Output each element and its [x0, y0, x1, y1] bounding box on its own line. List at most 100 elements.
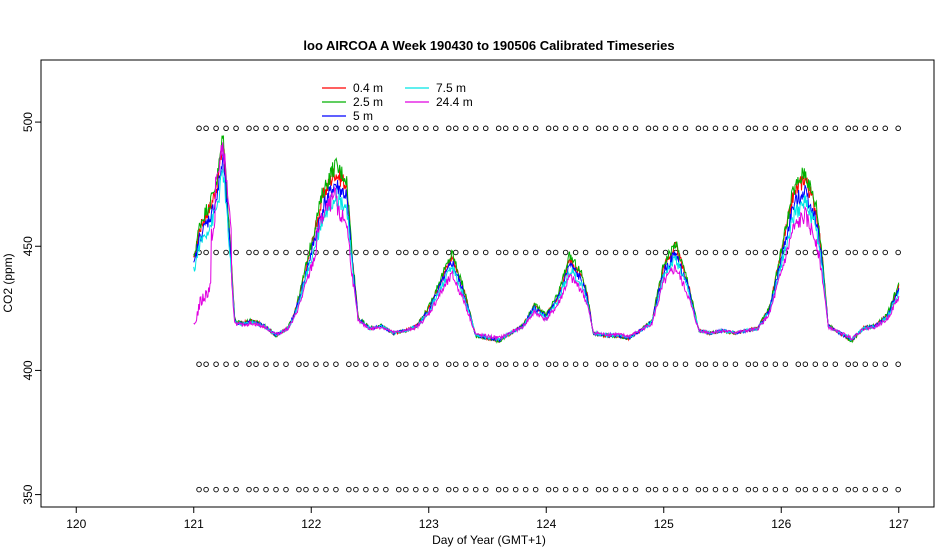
marker-point [403, 249, 409, 256]
marker-point [752, 125, 759, 132]
plot-box [40, 59, 935, 508]
marker-point [346, 486, 352, 493]
marker-point [423, 249, 429, 256]
series-line-4 [193, 168, 900, 342]
marker-point [383, 249, 389, 256]
series-layer [193, 135, 900, 344]
marker-point [895, 249, 901, 256]
marker-point [882, 125, 888, 132]
marker-point [595, 125, 602, 132]
marker-point [413, 361, 419, 367]
y-axis: 350 400 450 500 [21, 112, 41, 505]
marker-point [602, 361, 609, 367]
marker-point [682, 361, 689, 367]
marker-point [745, 486, 752, 493]
marker-point [353, 486, 359, 493]
marker-point [303, 361, 309, 367]
marker-point [832, 125, 839, 132]
marker-point [782, 125, 789, 132]
marker-point [203, 249, 209, 256]
marker-point [246, 249, 252, 256]
marker-point [845, 486, 851, 493]
marker-point [296, 249, 302, 256]
marker-point [882, 249, 888, 256]
marker-point [595, 249, 602, 256]
marker-point [283, 125, 289, 132]
marker-point [562, 249, 569, 256]
marker-point [632, 249, 639, 256]
marker-point [253, 249, 259, 256]
marker-point [702, 486, 709, 493]
series-line-2 [193, 135, 900, 344]
marker-point [196, 361, 202, 367]
marker-point [872, 249, 879, 256]
marker-point [213, 249, 219, 256]
legend-label: 2.5 m [353, 95, 383, 109]
marker-point [512, 486, 519, 493]
marker-point [482, 486, 489, 493]
marker-point [572, 486, 579, 493]
marker-point [453, 125, 459, 132]
marker-point [423, 125, 429, 132]
marker-point [772, 249, 779, 256]
marker-point [373, 486, 379, 493]
marker-point [882, 361, 888, 367]
marker-point [782, 486, 789, 493]
marker-point [572, 125, 579, 132]
legend-label: 24.4 m [436, 95, 473, 109]
marker-point [752, 249, 759, 256]
marker-point [682, 125, 689, 132]
marker-point [872, 361, 879, 367]
series-line-1 [193, 144, 900, 344]
marker-point [572, 249, 579, 256]
marker-point [682, 249, 689, 256]
marker-point [732, 486, 739, 493]
marker-point [323, 125, 329, 132]
marker-point [645, 361, 652, 367]
marker-point [313, 125, 319, 132]
marker-point [532, 361, 539, 367]
x-tick-label: 127 [889, 517, 909, 531]
marker-point [223, 361, 229, 367]
legend-label: 5 m [353, 109, 373, 123]
marker-point [383, 125, 389, 132]
marker-point [672, 486, 679, 493]
marker-point [632, 125, 639, 132]
marker-point [445, 361, 452, 367]
marker-point [296, 125, 302, 132]
marker-point [273, 249, 279, 256]
marker-point [303, 486, 309, 493]
marker-point [672, 125, 679, 132]
marker-point [582, 486, 589, 493]
marker-point [502, 361, 509, 367]
marker-point [645, 486, 652, 493]
marker-point [612, 125, 619, 132]
marker-point [732, 249, 739, 256]
marker-point [582, 249, 589, 256]
marker-point [652, 249, 659, 256]
marker-point [246, 125, 252, 132]
marker-point [632, 486, 639, 493]
marker-point [895, 486, 901, 493]
marker-point [396, 486, 402, 493]
marker-point [263, 249, 269, 256]
marker-point [203, 486, 209, 493]
marker-point [545, 249, 552, 256]
marker-point [213, 486, 219, 493]
marker-point [645, 125, 652, 132]
marker-point [895, 125, 901, 132]
marker-point [213, 125, 219, 132]
marker-point [545, 486, 552, 493]
marker-point [772, 361, 779, 367]
marker-point [296, 361, 302, 367]
x-axis: 120 121 122 123 124 125 126 127 [66, 507, 909, 531]
marker-point [762, 125, 769, 132]
marker-point [795, 249, 802, 256]
marker-point [662, 125, 669, 132]
marker-point [463, 249, 469, 256]
marker-point [752, 486, 759, 493]
marker-point [802, 249, 809, 256]
marker-point [622, 249, 629, 256]
marker-point [263, 125, 269, 132]
